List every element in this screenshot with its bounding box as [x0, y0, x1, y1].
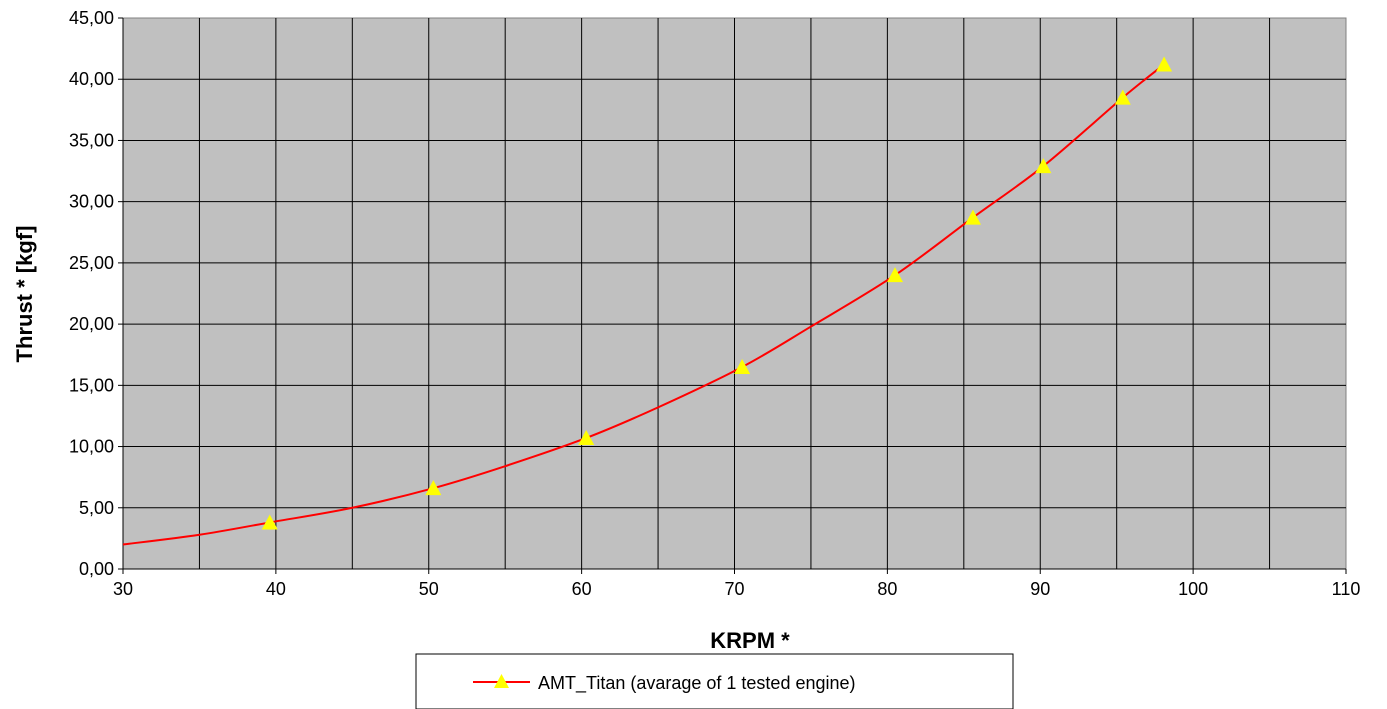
- y-tick-label: 20,00: [69, 314, 114, 334]
- y-axis-title: Thrust * [kgf]: [12, 226, 37, 363]
- x-tick-label: 30: [113, 579, 133, 599]
- y-tick-label: 30,00: [69, 192, 114, 212]
- x-tick-label: 60: [572, 579, 592, 599]
- y-tick-label: 35,00: [69, 130, 114, 150]
- y-tick-label: 10,00: [69, 437, 114, 457]
- x-tick-label: 50: [419, 579, 439, 599]
- y-tick-label: 40,00: [69, 69, 114, 89]
- y-tick-label: 25,00: [69, 253, 114, 273]
- y-tick-label: 15,00: [69, 375, 114, 395]
- x-tick-label: 90: [1030, 579, 1050, 599]
- legend: AMT_Titan (avarage of 1 tested engine): [416, 654, 1013, 709]
- y-tick-label: 0,00: [79, 559, 114, 579]
- x-tick-label: 100: [1178, 579, 1208, 599]
- y-tick-label: 45,00: [69, 8, 114, 28]
- y-axis-ticks: 0,00 5,00 10,00 15,00 20,00 25,00 30,00 35,00 40…: [69, 8, 123, 579]
- x-tick-label: 40: [266, 579, 286, 599]
- x-axis-title: KRPM *: [710, 628, 790, 653]
- y-tick-label: 5,00: [79, 498, 114, 518]
- x-tick-label: 70: [724, 579, 744, 599]
- x-tick-label: 80: [877, 579, 897, 599]
- legend-label: AMT_Titan (avarage of 1 tested engine): [538, 673, 856, 694]
- x-tick-label: 110: [1332, 579, 1361, 599]
- x-axis-ticks: 30 40 50 60 70 80 90 100 110: [113, 569, 1360, 599]
